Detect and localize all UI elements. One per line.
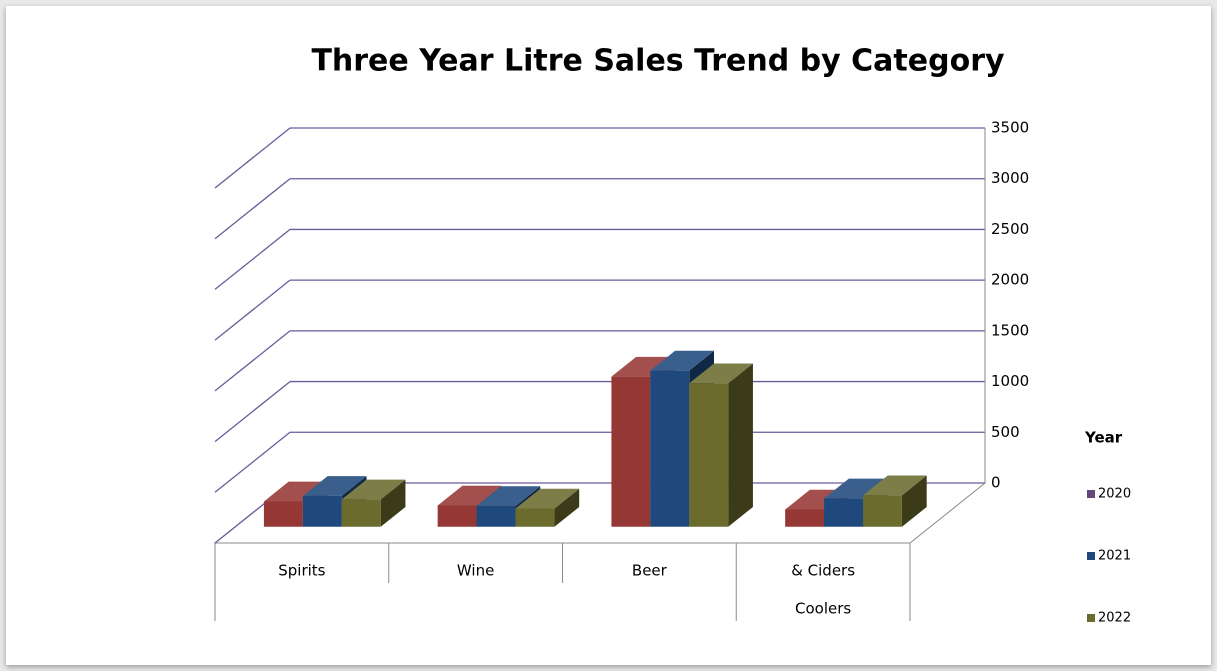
bar-top [437,485,502,506]
legend-label: 2020 [1098,487,1131,502]
bar-top [689,363,753,384]
bar [863,495,902,527]
bar-top [476,486,541,507]
x-tick-label: Beer [632,562,668,580]
chart-title: Three Year Litre Sales Trend by Category [311,44,1005,79]
bar [263,501,303,527]
bar [476,506,516,527]
legend-label: 2022 [1098,611,1131,626]
y-tick-label: 2000 [991,271,1029,289]
y-tick-label: 0 [991,474,1001,492]
y-tick-label: 500 [991,423,1020,441]
bar-top [263,481,328,502]
side-grid-line [214,127,291,189]
bar-top [611,356,676,377]
side-grid-line [214,178,291,240]
side-grid-line [214,228,291,290]
bar-top [824,478,888,499]
bar [785,509,825,527]
x-tick-label: & Ciders [791,562,855,580]
bar [611,376,651,527]
bar-top [515,488,580,509]
bar-side [901,475,927,527]
legend-swatch [1087,552,1095,560]
y-tick-label: 2500 [991,220,1029,238]
side-grid-line [214,381,291,443]
x-tick-label: Coolers [795,600,851,618]
legend-swatch [1087,490,1095,498]
bar [824,498,864,527]
y-tick-label: 1500 [991,321,1029,339]
legend-swatch [1087,614,1095,622]
bar-top [341,479,406,500]
bar-top [650,350,715,371]
bar-top [863,475,927,496]
y-tick-label: 3000 [991,169,1029,187]
x-tick-label: Spirits [278,562,325,580]
legend-title: Year [1084,429,1123,447]
y-tick-label: 1000 [991,372,1029,390]
bar-side [380,479,406,527]
bar-side [554,488,580,527]
chart-frame [6,6,1211,665]
bar-side [728,363,753,527]
bar [689,383,729,527]
bar-top [302,476,367,496]
side-grid-line [214,330,291,392]
bar [437,505,477,527]
y-tick-label: 3500 [991,119,1029,137]
x-tick-label: Wine [457,562,494,580]
bar [515,508,555,527]
side-grid-line [214,279,291,341]
bar [650,370,690,527]
legend-label: 2021 [1098,549,1131,564]
side-grid-line [214,431,291,493]
bar [302,495,342,527]
bar [341,499,381,527]
